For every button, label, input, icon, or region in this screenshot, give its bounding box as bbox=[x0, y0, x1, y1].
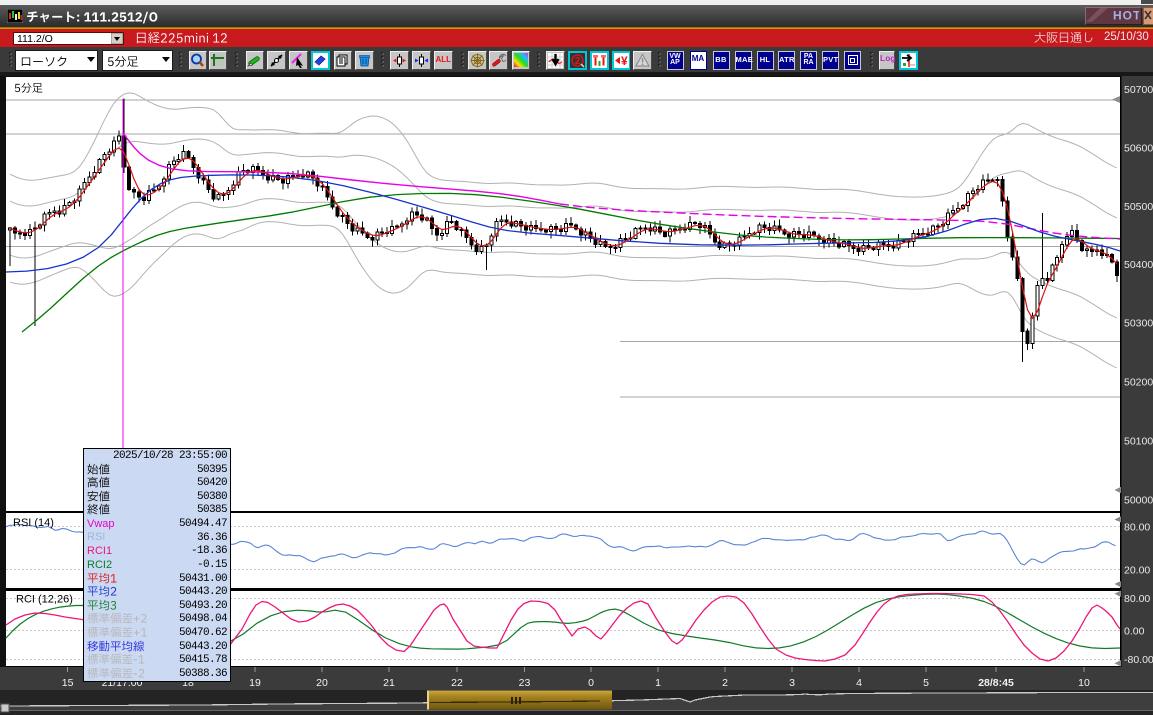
svg-text:2: 2 bbox=[575, 56, 581, 67]
svg-text:80.00: 80.00 bbox=[1124, 521, 1150, 533]
svg-text:¥: ¥ bbox=[621, 54, 628, 68]
svg-text:RSI (14): RSI (14) bbox=[13, 517, 54, 529]
svg-text:1: 1 bbox=[655, 677, 661, 689]
svg-text:50600: 50600 bbox=[1124, 143, 1153, 155]
svg-text:HOT: HOT bbox=[1113, 9, 1139, 23]
svg-text:50300: 50300 bbox=[1124, 318, 1153, 330]
svg-text:50200: 50200 bbox=[1124, 377, 1153, 389]
svg-text:4: 4 bbox=[856, 677, 862, 689]
svg-text:18: 18 bbox=[182, 677, 194, 689]
svg-text:0.00: 0.00 bbox=[1124, 625, 1145, 637]
svg-text:28/8:45: 28/8:45 bbox=[978, 677, 1014, 689]
svg-text:2: 2 bbox=[722, 677, 728, 689]
svg-text:50100: 50100 bbox=[1124, 436, 1153, 448]
svg-text:10: 10 bbox=[1078, 677, 1090, 689]
svg-text:RCI (12,26): RCI (12,26) bbox=[16, 594, 73, 606]
svg-text:23: 23 bbox=[519, 677, 531, 689]
svg-text:50400: 50400 bbox=[1124, 259, 1153, 271]
svg-text:3: 3 bbox=[789, 677, 795, 689]
svg-text:19: 19 bbox=[249, 677, 261, 689]
svg-text:5: 5 bbox=[923, 677, 929, 689]
svg-text:15: 15 bbox=[62, 677, 74, 689]
svg-text:50500: 50500 bbox=[1124, 201, 1153, 213]
svg-text:20.00: 20.00 bbox=[1124, 564, 1150, 576]
svg-text:50700: 50700 bbox=[1124, 84, 1153, 96]
svg-text:22: 22 bbox=[451, 677, 463, 689]
svg-text:50000: 50000 bbox=[1124, 495, 1153, 507]
svg-text:80.00: 80.00 bbox=[1124, 593, 1150, 605]
svg-text:-80.00: -80.00 bbox=[1124, 654, 1153, 666]
svg-text:20: 20 bbox=[316, 677, 328, 689]
svg-text:0: 0 bbox=[588, 677, 594, 689]
svg-text:21: 21 bbox=[383, 677, 395, 689]
